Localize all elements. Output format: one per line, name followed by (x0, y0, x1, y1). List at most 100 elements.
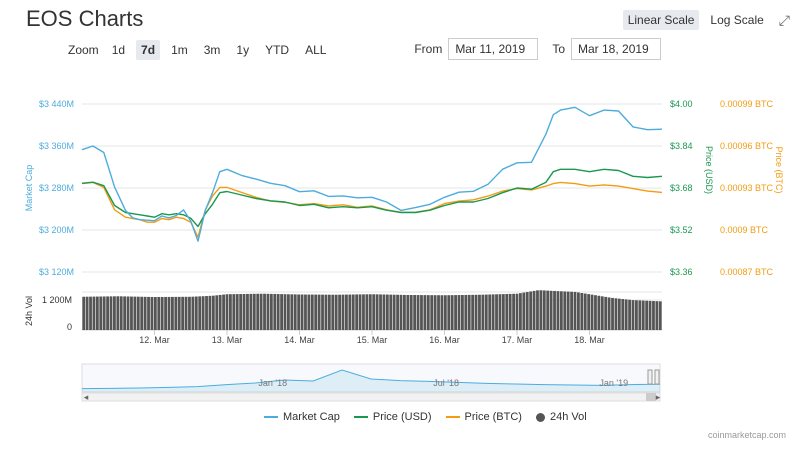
legend-item-market-cap[interactable]: Market Cap (264, 411, 340, 423)
volume-bar (225, 294, 229, 330)
volume-bar (655, 301, 659, 330)
volume-bar (293, 294, 297, 330)
volume-bar (215, 295, 219, 330)
volume-bar (256, 293, 260, 330)
volume-bar (570, 291, 573, 330)
navigator-handle-left[interactable] (647, 369, 653, 385)
volume-bar (556, 291, 560, 330)
volume-bar (372, 294, 376, 330)
volume-bar (334, 294, 338, 330)
volume-bar (641, 300, 645, 330)
x-tick-label: 12. Mar (139, 335, 170, 345)
scroll-right-icon[interactable]: ▸ (656, 392, 661, 402)
legend-item-volume[interactable]: 24h Vol (535, 411, 587, 423)
to-date-input[interactable]: Mar 18, 2019 (571, 38, 661, 60)
volume-bar (577, 292, 580, 330)
volume-bar (259, 293, 263, 330)
linear-scale-button[interactable]: Linear Scale (622, 10, 700, 30)
volume-bar (573, 291, 577, 330)
zoom-all-button[interactable]: ALL (305, 43, 327, 57)
volume-bar (638, 300, 642, 330)
volume-bar (382, 294, 386, 330)
volume-bar (631, 300, 635, 330)
volume-bar (290, 294, 294, 330)
volume-bar (82, 296, 86, 330)
volume-bar (201, 296, 205, 330)
volume-bar (529, 291, 533, 330)
zoom-7d-button[interactable]: 7d (136, 40, 161, 60)
price-usd-swatch (353, 416, 368, 418)
volume-bar (130, 296, 133, 330)
credits-link[interactable]: coinmarketcap.com (707, 430, 786, 440)
volume-bar (587, 294, 591, 330)
zoom-3m-button[interactable]: 3m (203, 43, 221, 57)
volume-bar (95, 296, 99, 330)
log-scale-button[interactable]: Log Scale (710, 13, 764, 27)
volume-bar (396, 294, 399, 330)
y-axis-title-market-cap: Market Cap (24, 165, 34, 212)
volume-bar (450, 295, 454, 330)
volume-bar (368, 294, 372, 330)
volume-bar (652, 301, 655, 330)
navigator-handle-right[interactable] (654, 369, 660, 385)
volume-bar (208, 295, 212, 330)
volume-bar (85, 296, 89, 330)
volume-bar (403, 294, 406, 330)
volume-bar (645, 300, 649, 330)
y-tick-market-cap: $3 280M (39, 183, 74, 193)
volume-bar (280, 294, 283, 330)
y-tick-price-usd: $3.68 (670, 183, 693, 193)
scroll-left-icon[interactable]: ◂ (84, 392, 89, 402)
expand-icon[interactable]: ⤢ (778, 11, 790, 28)
zoom-1d-button[interactable]: 1d (111, 43, 126, 57)
volume-bar (426, 295, 430, 330)
volume-bar (658, 301, 662, 330)
scrollbar-thumb[interactable] (646, 393, 656, 401)
volume-bar (314, 294, 318, 330)
x-tick-label: 17. Mar (502, 335, 533, 345)
volume-bar (553, 290, 556, 330)
zoom-1m-button[interactable]: 1m (171, 43, 188, 57)
zoom-controls: Zoom 1d 7d 1m 3m 1y YTD ALL (68, 40, 331, 60)
volume-bar (188, 296, 191, 330)
y-tick-price-btc: 0.00096 BTC (720, 141, 774, 151)
y-tick-volume: 1 200M (42, 295, 72, 305)
volume-bar (542, 290, 546, 330)
navigator-line (81, 369, 661, 390)
volume-bar (140, 296, 144, 330)
volume-bar (102, 296, 106, 330)
volume-bar (420, 295, 423, 330)
volume-bar (222, 294, 225, 330)
volume-bar (379, 294, 382, 330)
zoom-ytd-button[interactable]: YTD (265, 43, 290, 57)
volume-bar (621, 299, 625, 330)
volume-bar (164, 296, 167, 330)
volume-bar (92, 296, 96, 330)
legend-item-price-usd[interactable]: Price (USD) (353, 411, 432, 423)
navigator-tick-label: Jan '19 (599, 378, 628, 388)
volume-bar (423, 295, 427, 330)
volume-bar (532, 290, 536, 330)
zoom-1y-button[interactable]: 1y (236, 43, 250, 57)
legend-item-price-btc[interactable]: Price (BTC) (445, 411, 522, 423)
volume-bar (263, 293, 266, 330)
volume-bar (362, 294, 365, 330)
volume-bar (287, 294, 290, 330)
volume-bar (106, 296, 109, 330)
volume-bar (413, 295, 417, 330)
volume-bar (375, 294, 379, 330)
volume-bar (501, 294, 505, 330)
volume-bar (218, 294, 222, 330)
volume-bar (341, 294, 345, 330)
volume-bar (457, 295, 461, 330)
volume-bar (331, 294, 335, 330)
y-axis-title-price-btc: Price (BTC) (774, 147, 784, 194)
volume-bar (317, 294, 321, 330)
volume-bar (549, 290, 553, 330)
volume-bar (597, 295, 601, 330)
volume-bar (539, 290, 543, 330)
volume-bar (99, 296, 103, 330)
from-date-input[interactable]: Mar 11, 2019 (448, 38, 539, 60)
volume-bar (119, 296, 123, 330)
